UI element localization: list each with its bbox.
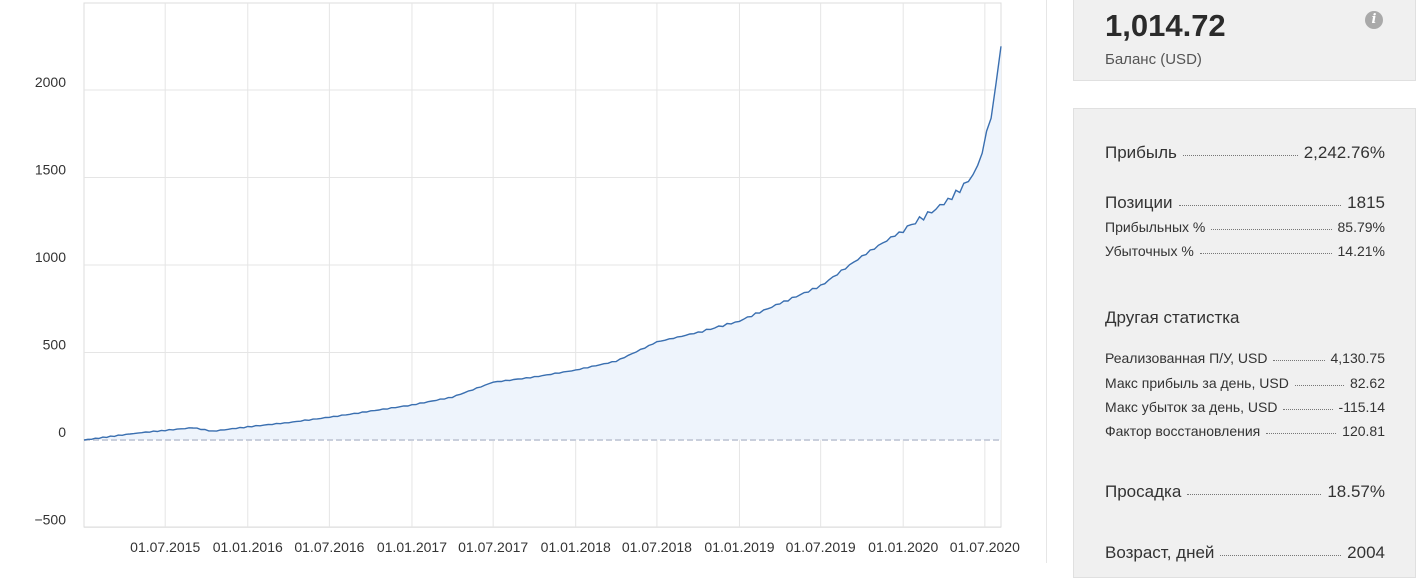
stat-losing-label: Убыточных % — [1105, 243, 1194, 259]
stats-card: Прибыль 2,242.76% Позиции 1815 Прибыльны… — [1073, 108, 1416, 578]
stat-age-label: Возраст, дней — [1105, 543, 1215, 562]
stat-realized-value: 4,130.75 — [1330, 350, 1386, 366]
dot-leader — [1182, 155, 1298, 156]
stat-realized-label: Реализованная П/У, USD — [1105, 350, 1268, 366]
stat-positions-label: Позиции — [1105, 193, 1173, 212]
dot-leader — [1178, 205, 1342, 206]
stat-max-profit-day-label: Макс прибыль за день, USD — [1105, 375, 1289, 391]
stat-profit-value: 2,242.76% — [1303, 143, 1385, 162]
stat-max-profit-day: Макс прибыль за день, USD 82.62 — [1105, 375, 1385, 391]
stat-recovery: Фактор восстановления 120.81 — [1105, 423, 1385, 439]
stat-positions: Позиции 1815 — [1105, 193, 1385, 213]
x-tick-label: 01.07.2019 — [786, 539, 856, 555]
stat-profitable-value: 85.79% — [1337, 219, 1385, 235]
y-tick-label: 1000 — [35, 249, 66, 265]
x-tick-label: 01.01.2017 — [377, 539, 447, 555]
dot-leader — [1199, 253, 1332, 254]
dot-leader — [1266, 433, 1337, 434]
stat-age: Возраст, дней 2004 — [1105, 543, 1385, 563]
balance-value: 1,014.72 — [1105, 8, 1226, 43]
dot-leader — [1220, 555, 1342, 556]
x-tick-label: 01.01.2018 — [541, 539, 611, 555]
stat-max-profit-day-value: 82.62 — [1349, 375, 1385, 391]
stat-max-loss-day: Макс убыток за день, USD -115.14 — [1105, 399, 1385, 415]
x-tick-label: 01.07.2018 — [622, 539, 692, 555]
equity-chart: 2000 1500 1000 500 0 −500 01.07.2015 01.01.201… — [34, 2, 1020, 555]
x-tick-label: 01.07.2020 — [950, 539, 1020, 555]
y-axis-ticks: 2000 1500 1000 500 0 −500 — [34, 74, 66, 528]
panel-divider — [1046, 0, 1047, 563]
stat-profit-label: Прибыль — [1105, 143, 1177, 162]
stat-realized: Реализованная П/У, USD 4,130.75 — [1105, 350, 1385, 366]
x-tick-label: 01.07.2016 — [294, 539, 364, 555]
balance-label: Баланс (USD) — [1105, 51, 1202, 68]
stat-recovery-value: 120.81 — [1342, 423, 1385, 439]
stat-max-loss-day-label: Макс убыток за день, USD — [1105, 399, 1278, 415]
dot-leader — [1187, 494, 1322, 495]
x-tick-label: 01.07.2015 — [130, 539, 200, 555]
dot-leader — [1294, 385, 1344, 386]
y-tick-label: 0 — [58, 424, 66, 440]
stat-drawdown-value: 18.57% — [1327, 482, 1385, 501]
stat-age-value: 2004 — [1347, 543, 1385, 562]
dot-leader — [1273, 360, 1325, 361]
x-tick-label: 01.01.2019 — [704, 539, 774, 555]
stat-profitable: Прибыльных % 85.79% — [1105, 219, 1385, 235]
equity-area — [84, 46, 1001, 441]
dot-leader — [1211, 229, 1332, 230]
stat-profit: Прибыль 2,242.76% — [1105, 143, 1385, 163]
y-tick-label: 1500 — [35, 162, 66, 178]
y-tick-label: 500 — [43, 337, 67, 353]
x-axis-ticks: 01.07.2015 01.01.2016 01.07.2016 01.01.2017… — [130, 539, 1020, 555]
y-tick-label: 2000 — [35, 74, 66, 90]
stat-losing-value: 14.21% — [1337, 243, 1385, 259]
equity-line — [83, 46, 1002, 441]
x-tick-label: 01.01.2016 — [213, 539, 283, 555]
stat-drawdown: Просадка 18.57% — [1105, 482, 1385, 502]
stat-recovery-label: Фактор восстановления — [1105, 423, 1261, 439]
x-tick-label: 01.07.2017 — [458, 539, 528, 555]
dot-leader — [1283, 409, 1333, 410]
x-tick-label: 01.01.2020 — [868, 539, 938, 555]
other-stats-title: Другая статистка — [1105, 308, 1240, 327]
y-tick-label: −500 — [34, 512, 66, 528]
info-icon[interactable]: i — [1365, 11, 1383, 29]
stat-positions-value: 1815 — [1347, 193, 1385, 212]
stat-drawdown-label: Просадка — [1105, 482, 1182, 501]
balance-card: 1,014.72 Баланс (USD) i — [1073, 0, 1416, 81]
stat-max-loss-day-value: -115.14 — [1338, 399, 1385, 415]
stat-profitable-label: Прибыльных % — [1105, 219, 1206, 235]
stat-losing: Убыточных % 14.21% — [1105, 243, 1385, 259]
